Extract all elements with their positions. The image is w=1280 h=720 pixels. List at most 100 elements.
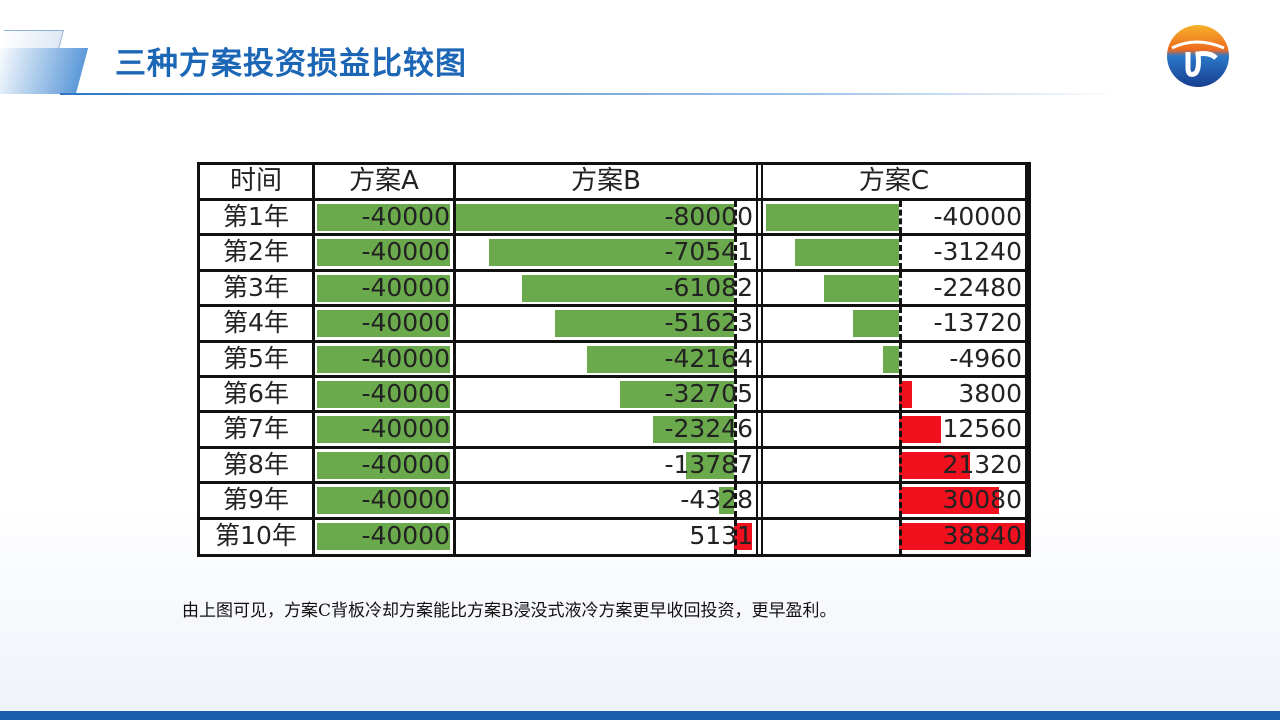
- zero-axis-line: [734, 201, 737, 234]
- zero-axis-line: [734, 236, 737, 269]
- zero-axis-line: [899, 271, 902, 305]
- table-cell: 第1年: [200, 201, 315, 234]
- data-bar: [317, 239, 450, 267]
- table-cell: -40000: [315, 448, 456, 482]
- data-bar: [317, 274, 450, 302]
- value-label: -13720: [933, 308, 1022, 338]
- value-label: -51623: [664, 308, 753, 338]
- header-cell: 方案A: [315, 165, 456, 198]
- value-label: 21320: [942, 449, 1022, 479]
- zero-axis-line: [734, 342, 737, 375]
- table-cell: -4960: [763, 342, 1028, 375]
- year-label: 第7年: [223, 414, 289, 444]
- table-cell: 第6年: [200, 378, 315, 411]
- table-cell: -70541: [456, 236, 763, 269]
- value-label: -40000: [361, 414, 450, 444]
- table-row: 第9年 -40000 -4328 30080: [200, 484, 1028, 520]
- table-cell: 第9年: [200, 484, 315, 517]
- table-cell: -40000: [315, 378, 456, 411]
- table-row: 第4年 -40000 -51623 -13720: [200, 307, 1028, 343]
- table-cell: 5131: [456, 519, 763, 555]
- value-label: -40000: [361, 202, 450, 231]
- data-bar: [317, 522, 450, 550]
- table-cell: 第8年: [200, 448, 315, 482]
- year-label: 第3年: [223, 272, 289, 302]
- table-cell: -32705: [456, 378, 763, 411]
- value-label: -40000: [361, 449, 450, 479]
- data-bar: [653, 416, 734, 444]
- table-cell: 第2年: [200, 236, 315, 269]
- data-bar: [824, 274, 899, 302]
- data-bar: [766, 204, 899, 231]
- table-cell: -40000: [315, 236, 456, 269]
- zero-axis-line: [899, 342, 902, 375]
- data-bar: [317, 345, 450, 373]
- value-label: 30080: [942, 485, 1022, 515]
- value-label: -22480: [933, 272, 1022, 302]
- data-bar: [853, 310, 899, 338]
- data-bar: [317, 416, 450, 444]
- footer-bar: [0, 711, 1280, 720]
- value-label: -40000: [361, 237, 450, 267]
- data-bar: [317, 204, 450, 231]
- data-bar: [882, 345, 899, 373]
- table-cell: -40000: [315, 307, 456, 340]
- value-label: -40000: [361, 520, 450, 550]
- table-header-row: 时间 方案A 方案B 方案C: [200, 165, 1028, 201]
- data-bar: [899, 451, 970, 479]
- year-label: 第9年: [223, 485, 289, 515]
- table-cell: -40000: [315, 201, 456, 234]
- data-bar: [899, 522, 1025, 550]
- zero-axis-line: [899, 201, 902, 234]
- header-cell: 时间: [200, 165, 315, 198]
- data-bar: [456, 204, 734, 231]
- table-row: 第7年 -40000 -23246 12560: [200, 413, 1028, 449]
- data-bar: [317, 451, 450, 479]
- value-label: -40000: [361, 272, 450, 302]
- value-label: 12560: [942, 414, 1022, 444]
- value-label: 3800: [958, 379, 1022, 408]
- value-label: -80000: [664, 202, 753, 231]
- zero-axis-line: [899, 519, 902, 555]
- data-bar: [488, 239, 734, 267]
- value-label: -40000: [933, 202, 1022, 231]
- zero-axis-line: [899, 484, 902, 517]
- table-cell: 第10年: [200, 519, 315, 555]
- table-cell: 3800: [763, 378, 1028, 411]
- zero-axis-line: [899, 413, 902, 446]
- value-label: -40000: [361, 343, 450, 373]
- data-bar: [899, 487, 1000, 515]
- value-label: -32705: [664, 379, 753, 408]
- value-label: -61082: [664, 272, 753, 302]
- table-cell: -40000: [315, 519, 456, 555]
- value-label: -31240: [933, 237, 1022, 267]
- table-row: 第8年 -40000 -13787 21320: [200, 448, 1028, 485]
- value-label: -42164: [664, 343, 753, 373]
- table-cell: 12560: [763, 413, 1028, 446]
- value-label: -40000: [361, 379, 450, 408]
- zero-axis-line: [734, 484, 737, 517]
- company-logo: [1167, 25, 1229, 87]
- table-cell: -23246: [456, 413, 763, 446]
- table-cell: -42164: [456, 342, 763, 375]
- zero-axis-line: [899, 307, 902, 340]
- data-bar: [899, 381, 912, 408]
- table-cell: 21320: [763, 448, 1028, 482]
- data-bar: [317, 487, 450, 515]
- table-row: 第1年 -40000 -80000 -40000: [200, 201, 1028, 237]
- table-cell: 第7年: [200, 413, 315, 446]
- table-cell: -22480: [763, 271, 1028, 305]
- data-bar: [899, 416, 941, 444]
- data-bar: [795, 239, 899, 267]
- year-label: 第1年: [223, 202, 289, 231]
- value-label: 38840: [942, 520, 1022, 550]
- year-label: 第8年: [223, 449, 289, 479]
- value-label: -4960: [949, 343, 1022, 373]
- data-bar: [587, 345, 734, 373]
- data-bar: [718, 487, 734, 515]
- value-label: -23246: [664, 414, 753, 444]
- zero-axis-line: [899, 448, 902, 482]
- table-cell: -4328: [456, 484, 763, 517]
- table-cell: -40000: [315, 271, 456, 305]
- data-bar: [317, 310, 450, 338]
